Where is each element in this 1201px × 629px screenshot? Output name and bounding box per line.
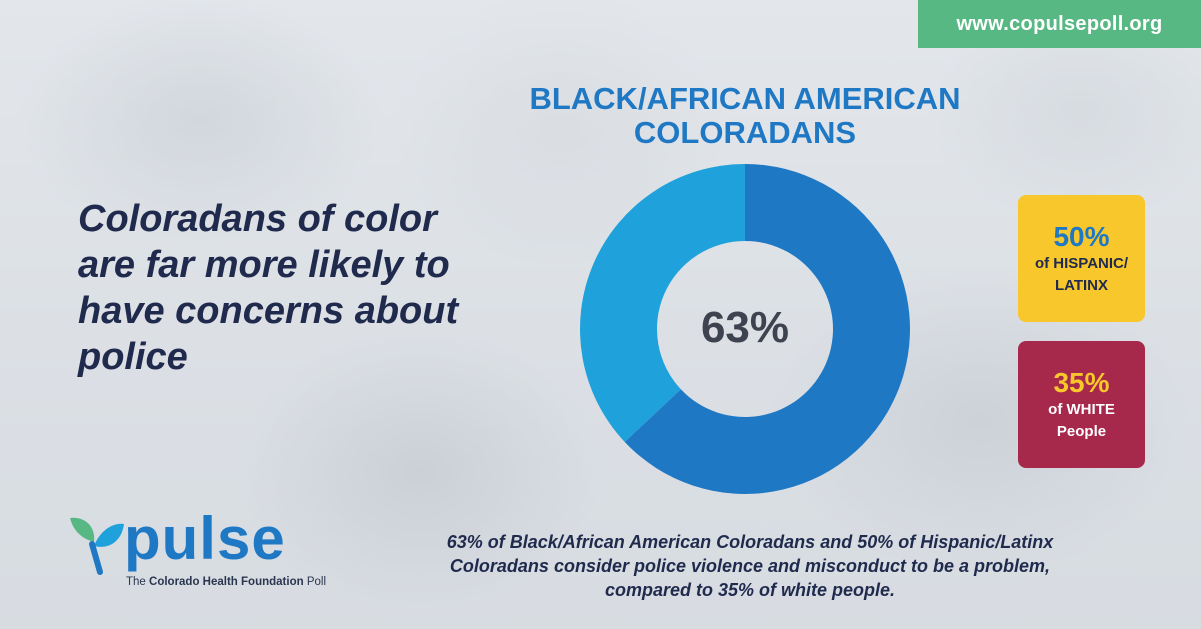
logo-tagline-prefix: The [126, 576, 150, 588]
chart-title-line-2: COLORADANS [633, 115, 857, 150]
hispanic-callout: 50% of HISPANIC/ LATINX [1018, 195, 1145, 322]
chart-caption: 63% of Black/African American Coloradans… [446, 532, 1054, 600]
logo-tagline-suffix: Poll [303, 576, 326, 588]
donut-slice-0 [624, 164, 910, 494]
hispanic-callout-label-1: of HISPANIC/ [1034, 254, 1129, 272]
logo-tagline-bold: Colorado Health Foundation [149, 576, 304, 588]
donut-chart: 63% [580, 164, 910, 494]
white-callout-percent: 35% [1053, 366, 1110, 398]
hispanic-callout-label-2: LATINX [1054, 276, 1109, 294]
chart-title-line-1: BLACK/AFRICAN AMERICAN [529, 81, 961, 116]
logo-tagline: The Colorado Health Foundation Poll [126, 576, 326, 588]
headline: Coloradans of color are far more likely … [78, 198, 459, 378]
donut-slice-1 [580, 164, 745, 442]
white-callout-label-2: People [1056, 422, 1107, 440]
pulse-logo: pulse The Colorado Health Foundation Pol… [64, 506, 334, 595]
white-callout: 35% of WHITE People [1018, 341, 1145, 468]
hispanic-callout-percent: 50% [1053, 220, 1110, 252]
leaf-logo-icon [70, 517, 124, 575]
website-url-badge[interactable]: www.copulsepoll.org [918, 0, 1201, 48]
white-callout-label-1: of WHITE [1048, 400, 1115, 418]
donut-center-label: 63% [701, 303, 789, 352]
chart-title: BLACK/AFRICAN AMERICAN COLORADANS [470, 82, 1020, 150]
logo-wordmark: pulse [124, 505, 286, 572]
